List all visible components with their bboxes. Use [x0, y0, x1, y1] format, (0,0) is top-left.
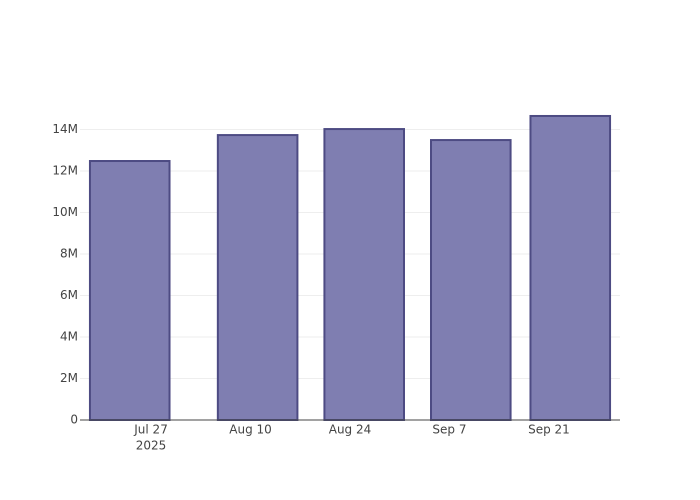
- y-tick-label: 2M: [60, 371, 78, 385]
- x-tick-label: Sep 7: [432, 423, 466, 437]
- x-tick-label: Aug 10: [229, 423, 272, 437]
- x-tick-label: Jul 27: [133, 423, 168, 437]
- bar: [529, 114, 612, 421]
- bar: [323, 128, 405, 421]
- y-tick-label: 6M: [60, 288, 78, 302]
- bar: [88, 160, 171, 421]
- x-tick-label: Aug 24: [329, 423, 372, 437]
- x-tick-label: Sep 21: [528, 423, 570, 437]
- y-tick-label: 4M: [60, 329, 78, 343]
- y-tick-label: 10M: [52, 205, 78, 219]
- y-tick-label: 0: [70, 413, 78, 427]
- y-tick-label: 14M: [52, 122, 78, 136]
- bar: [430, 139, 512, 421]
- bar: [216, 134, 299, 421]
- x-tick-label: 2025: [136, 439, 167, 453]
- y-tick-label: 8M: [60, 246, 78, 260]
- y-tick-label: 12M: [52, 163, 78, 177]
